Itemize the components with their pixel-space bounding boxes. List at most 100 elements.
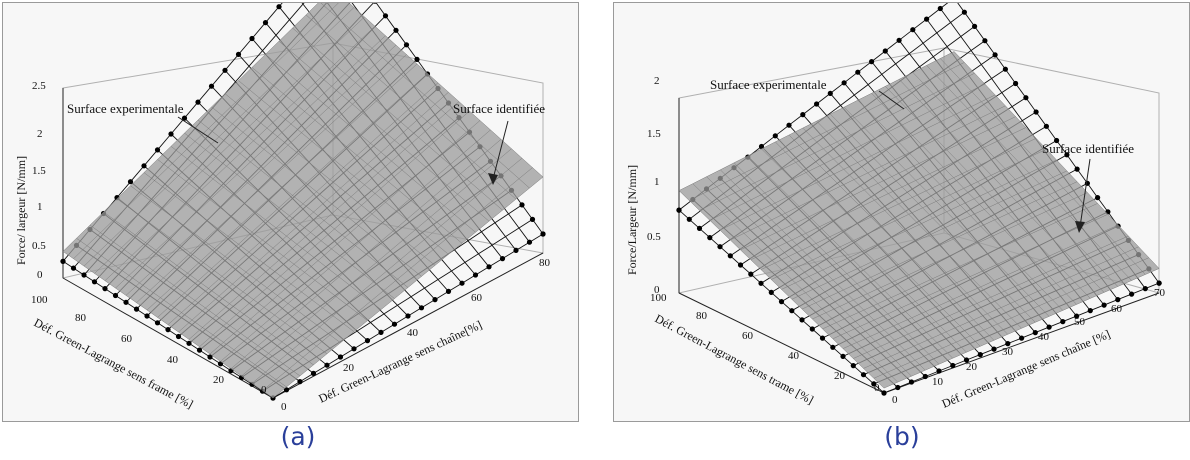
- data-point-b: [758, 280, 764, 286]
- data-point-a: [196, 347, 203, 353]
- data-point-a: [310, 370, 317, 376]
- data-point-a: [414, 56, 420, 63]
- data-point-b: [869, 59, 875, 65]
- data-point-a: [208, 83, 215, 89]
- data-point-b: [908, 379, 915, 385]
- data-point-b: [977, 352, 983, 358]
- grid-line-a-1: [211, 106, 422, 277]
- grid-line-b-1: [750, 127, 1027, 261]
- data-point-a: [127, 179, 134, 185]
- chart-panel-a: 0 0.5 1 1.5 2 2.5 100 80 60 40 20 0 0 20…: [2, 2, 579, 422]
- data-point-a: [472, 272, 479, 278]
- x-tick-a-3: 40: [167, 354, 179, 366]
- data-point-b: [814, 101, 820, 107]
- grid-line-a-1: [265, 54, 476, 233]
- data-point-b: [809, 326, 815, 332]
- data-point-a: [133, 306, 140, 312]
- grid-line-b-1: [843, 107, 1050, 317]
- data-point-a: [373, 3, 377, 4]
- data-point-b: [686, 216, 692, 222]
- data-point-a: [207, 354, 213, 360]
- y-tick-a-3: 60: [471, 292, 483, 304]
- annotation-identified-a: Surface identifiée: [453, 101, 545, 116]
- annotation-arrow-identified-a: [492, 120, 509, 180]
- grid-line-a-1: [348, 3, 544, 178]
- data-point-b: [1019, 335, 1025, 341]
- z-tick-a-1: 0.5: [32, 240, 46, 252]
- y-tick-b-4: 40: [1038, 331, 1050, 343]
- data-point-a: [70, 265, 77, 271]
- grid-line-a-1: [238, 80, 449, 255]
- data-point-a: [513, 247, 519, 253]
- y-tick-b-5: 50: [1074, 316, 1086, 328]
- caption-b: (b): [884, 422, 920, 451]
- data-point-b: [1087, 308, 1093, 314]
- data-point-b: [758, 143, 765, 150]
- data-point-a: [405, 313, 411, 319]
- grid-line-b-1: [760, 138, 1037, 270]
- grid-line-a-1: [292, 27, 503, 211]
- grid-line-a-1: [104, 26, 376, 281]
- y-tick-b-7: 70: [1154, 287, 1166, 299]
- x-tick-b-2: 60: [742, 330, 754, 342]
- z-tick-b-0: 0: [654, 284, 660, 296]
- data-point-a: [186, 340, 192, 346]
- z-tick-a-3: 1.5: [32, 165, 46, 177]
- grid-line-b-1: [912, 72, 1118, 287]
- z-axis-label-b: Force/Largeur [N/mm]: [625, 165, 639, 275]
- data-point-b: [772, 133, 778, 139]
- grid-line-a-1: [125, 44, 397, 296]
- x-tick-a-0: 100: [31, 294, 48, 306]
- data-point-a: [391, 321, 398, 327]
- data-point-a: [175, 333, 182, 340]
- grid-line-b-1: [898, 79, 1105, 293]
- data-point-b: [982, 38, 988, 44]
- data-point-b: [786, 122, 792, 128]
- data-point-b: [1129, 291, 1135, 297]
- data-point-b: [992, 52, 998, 58]
- surface-fill-b-1: [679, 51, 1160, 389]
- data-point-a: [486, 264, 492, 270]
- data-point-b: [1060, 319, 1066, 325]
- data-point-b: [950, 362, 956, 369]
- y-tick-a-4: 80: [539, 257, 551, 269]
- data-point-b: [871, 381, 877, 387]
- caption-a: (a): [280, 422, 316, 451]
- annotation-arrow-experimental-b: [878, 90, 905, 110]
- x-tick-b-0: 100: [650, 292, 667, 304]
- grid-line-b-1: [740, 116, 1016, 251]
- data-point-a: [283, 387, 290, 393]
- data-point-b: [1101, 302, 1107, 308]
- annotation-identified-b: Surface identifiée: [1042, 141, 1134, 156]
- grid-line-a-1: [73, 3, 339, 259]
- y-tick-b-6: 60: [1111, 303, 1123, 315]
- data-point-a: [112, 292, 119, 299]
- data-point-b: [961, 9, 967, 15]
- data-point-b: [748, 271, 754, 277]
- data-point-b: [1115, 297, 1121, 303]
- data-point-a: [262, 20, 269, 26]
- data-point-a: [102, 286, 108, 292]
- grid-line-b-1: [699, 72, 975, 211]
- y-tick-a-2: 40: [407, 327, 419, 339]
- x-tick-a-1: 80: [75, 312, 87, 324]
- data-point-b: [676, 207, 682, 213]
- grid-line-b-1: [678, 51, 955, 191]
- x-tick-b-5: 0: [874, 382, 880, 394]
- data-point-a: [222, 67, 228, 73]
- data-point-b: [936, 368, 942, 374]
- data-point-b: [937, 5, 943, 12]
- grid-line-a-1: [83, 7, 355, 267]
- annotation-experimental-a: Surface experimentale: [67, 101, 184, 116]
- grid-line-a-1: [157, 73, 428, 318]
- data-point-a: [499, 256, 506, 262]
- grid-line-a-1: [224, 93, 436, 266]
- data-point-a: [144, 313, 150, 319]
- data-point-b: [922, 373, 928, 380]
- data-point-a: [181, 115, 188, 121]
- data-point-a: [382, 13, 389, 19]
- data-point-b: [855, 69, 861, 75]
- data-point-a: [235, 51, 242, 58]
- surface-layer-a: [60, 3, 546, 401]
- data-point-a: [519, 202, 525, 208]
